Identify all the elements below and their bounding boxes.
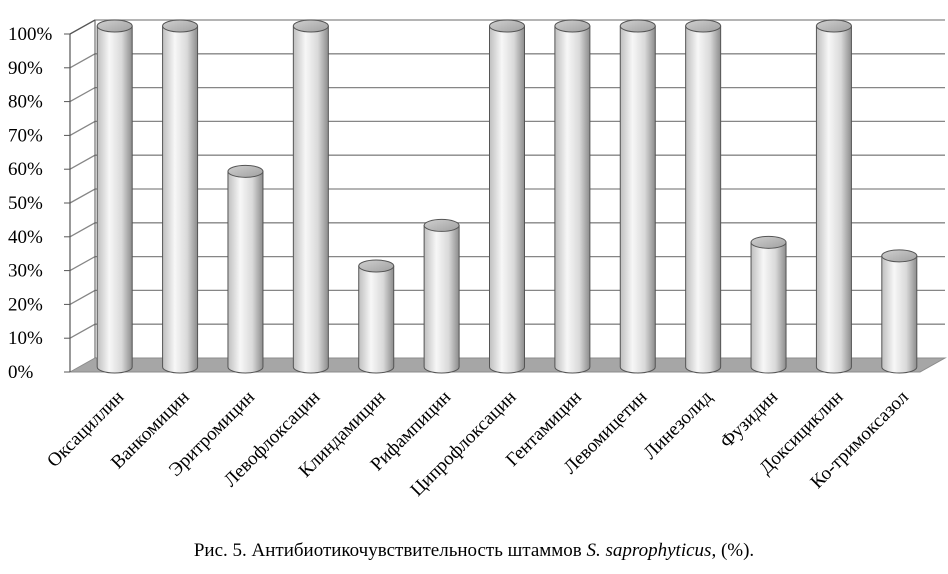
bar xyxy=(358,259,395,374)
y-tick-label: 100% xyxy=(8,24,53,45)
bar xyxy=(489,19,525,374)
bar-body xyxy=(619,25,656,374)
bar xyxy=(881,249,918,374)
x-tick-label: Фузидин xyxy=(716,387,782,453)
y-tick-label: 10% xyxy=(8,328,43,349)
caption-species: S. saprophyticus xyxy=(586,540,712,561)
bar-top xyxy=(489,19,525,33)
y-axis-depth xyxy=(69,19,96,35)
bar-body xyxy=(750,241,787,374)
bar xyxy=(423,218,460,374)
y-tick-label: 90% xyxy=(8,58,43,79)
bar-body xyxy=(358,265,395,374)
bar-body xyxy=(554,25,591,374)
bar-body xyxy=(685,25,722,374)
bar-chart: 0% 10% 20% 30% 40% 50% 60% 70% 80% 90% 100% Оксаци… xyxy=(8,19,947,501)
bar-body xyxy=(96,25,133,374)
y-tick-label: 20% xyxy=(8,294,43,315)
bar xyxy=(750,235,787,374)
y-axis: 0% 10% 20% 30% 40% 50% 60% 70% 80% 90% 100% xyxy=(8,19,96,383)
bar-top xyxy=(815,19,852,33)
bar-top xyxy=(750,235,787,249)
caption-suffix: , (%). xyxy=(711,540,755,561)
figure-caption: Рис. 5. Антибиотикочувствительность штам… xyxy=(0,540,948,562)
bar-body xyxy=(489,25,525,374)
y-tick-label: 80% xyxy=(8,92,43,113)
x-tick-label: Линезолид xyxy=(640,386,717,463)
bar-top xyxy=(685,19,722,33)
bar-top xyxy=(423,218,460,232)
bar xyxy=(619,19,656,374)
bar-body xyxy=(292,25,329,374)
bar-top xyxy=(881,249,918,263)
bar-top xyxy=(358,259,395,273)
x-axis-labels: ОксациллинВанкомицинЭритромицинЛевофлокс… xyxy=(43,386,913,500)
bar-body xyxy=(162,25,199,374)
bar xyxy=(162,19,199,374)
bar-body xyxy=(815,25,852,374)
bar-top xyxy=(227,164,264,178)
bar-top xyxy=(554,19,591,33)
bar xyxy=(554,19,591,374)
y-tick-label: 40% xyxy=(8,227,43,248)
bar xyxy=(96,19,133,374)
bar xyxy=(292,19,329,374)
bar xyxy=(685,19,722,374)
bar xyxy=(815,19,852,374)
bar-top xyxy=(292,19,329,33)
bar xyxy=(227,164,264,374)
bar-top xyxy=(162,19,199,33)
bar-top xyxy=(619,19,656,33)
bar-top xyxy=(96,19,133,33)
bar-body xyxy=(423,224,460,374)
bar-body xyxy=(881,255,918,374)
caption-prefix: Рис. 5. Антибиотикочувствительность штам… xyxy=(193,540,587,561)
bar-body xyxy=(227,170,264,374)
y-tick-label: 30% xyxy=(8,261,43,282)
y-tick-label: 70% xyxy=(8,125,43,146)
y-tick-label: 0% xyxy=(8,362,34,383)
y-tick-label: 50% xyxy=(8,193,43,214)
y-tick-label: 60% xyxy=(8,159,43,180)
bars xyxy=(96,19,918,374)
